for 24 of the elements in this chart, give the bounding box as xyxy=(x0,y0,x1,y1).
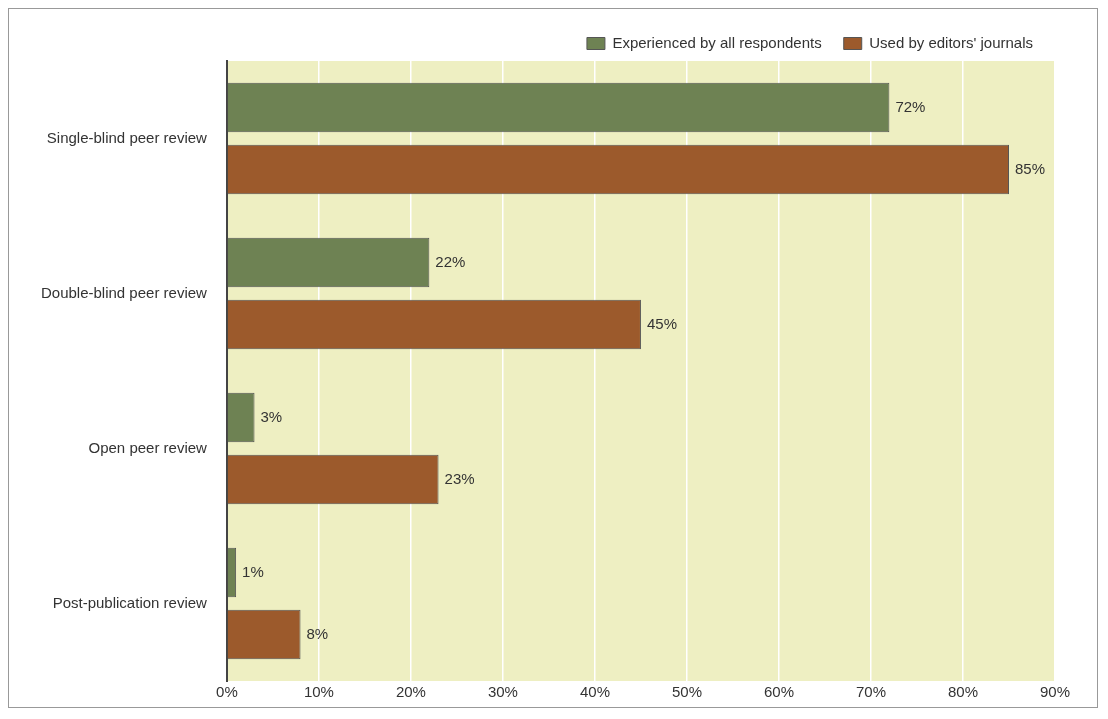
y-tick-label: Single-blind peer review xyxy=(46,128,208,146)
data-label: 8% xyxy=(306,624,329,642)
x-tick-label: 60% xyxy=(763,683,794,701)
x-tick-label: 40% xyxy=(579,683,610,701)
y-tick-label: Post-publication review xyxy=(52,593,208,611)
x-tick-label: 0% xyxy=(216,683,238,701)
data-label: 72% xyxy=(895,97,926,115)
data-label: 85% xyxy=(1015,159,1046,177)
legend-label: Used by editors' journals xyxy=(869,33,1033,51)
x-tick-label: 50% xyxy=(671,683,702,701)
data-label: 1% xyxy=(242,562,264,580)
x-tick-label: 10% xyxy=(303,683,334,701)
data-label: 23% xyxy=(444,469,475,487)
x-tick-label: 80% xyxy=(947,683,979,701)
y-tick-label: Open peer review xyxy=(88,438,208,456)
x-tick-label: 90% xyxy=(1039,683,1071,701)
y-tick-label: Double-blind peer review xyxy=(40,283,208,301)
x-tick-label: 30% xyxy=(487,683,518,701)
x-tick-label: 20% xyxy=(395,683,426,701)
data-label: 3% xyxy=(260,407,283,425)
x-tick-label: 70% xyxy=(855,683,886,701)
legend-label: Experienced by all respondents xyxy=(612,33,822,51)
data-label: 22% xyxy=(435,252,466,270)
data-label: 45% xyxy=(646,314,677,332)
